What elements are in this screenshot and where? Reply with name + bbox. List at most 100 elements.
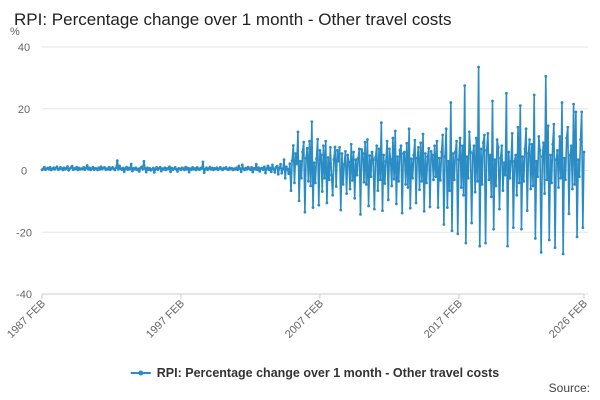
data-point <box>362 180 366 184</box>
data-point <box>555 149 559 152</box>
data-point <box>531 184 535 188</box>
data-point <box>479 147 483 151</box>
data-point <box>245 167 249 171</box>
data-point <box>400 211 404 215</box>
data-point <box>333 145 337 149</box>
data-point <box>301 150 304 154</box>
data-point <box>284 165 288 169</box>
data-point <box>357 147 361 151</box>
data-point <box>208 165 212 169</box>
data-point <box>152 170 156 174</box>
data-point <box>502 161 506 165</box>
data-point <box>352 150 355 154</box>
data-point <box>55 165 59 169</box>
data-point <box>272 167 276 171</box>
data-point <box>488 153 492 157</box>
data-point <box>360 148 364 151</box>
data-point <box>239 170 243 174</box>
data-point <box>121 166 125 170</box>
data-point <box>300 176 303 180</box>
data-point <box>388 147 391 151</box>
data-point <box>289 189 293 192</box>
data-point <box>308 139 311 143</box>
data-point <box>561 252 565 256</box>
x-tick-label: 1997 FEB <box>144 298 187 341</box>
data-point <box>240 163 244 167</box>
data-point <box>392 177 396 181</box>
data-point <box>355 173 359 177</box>
data-point <box>405 141 409 145</box>
data-point <box>513 159 516 163</box>
data-point <box>567 212 571 216</box>
data-point <box>118 164 121 168</box>
data-point <box>136 167 140 171</box>
y-tick-label: 40 <box>18 42 30 54</box>
data-point <box>318 149 322 152</box>
data-point <box>476 179 479 183</box>
data-point <box>516 125 520 129</box>
data-point <box>99 165 103 169</box>
data-point <box>536 175 540 179</box>
data-point <box>276 172 280 176</box>
data-point <box>303 210 307 214</box>
data-point <box>412 153 416 157</box>
data-point <box>379 121 383 125</box>
data-point <box>529 187 533 191</box>
data-point <box>159 169 163 173</box>
data-point <box>422 209 426 213</box>
data-point <box>483 133 486 137</box>
data-point <box>129 162 133 166</box>
data-point <box>447 159 450 163</box>
data-point <box>532 93 536 97</box>
data-point <box>48 166 52 169</box>
legend-marker <box>138 370 144 376</box>
data-point <box>438 178 442 182</box>
data-point <box>194 168 198 172</box>
data-point <box>576 158 580 162</box>
data-point <box>297 199 301 203</box>
data-point <box>415 156 419 160</box>
data-point <box>486 132 490 135</box>
data-point <box>442 223 446 226</box>
data-point <box>465 155 469 159</box>
y-axis-unit: % <box>10 26 20 38</box>
x-tick-label: 2026 FEB <box>547 298 590 341</box>
series-points <box>40 65 586 256</box>
data-point <box>278 166 281 170</box>
data-point <box>283 176 287 180</box>
data-point <box>420 179 424 183</box>
data-point <box>496 145 500 149</box>
data-point <box>61 168 65 172</box>
data-point <box>485 149 489 152</box>
data-point <box>480 182 484 186</box>
data-point <box>98 167 102 171</box>
data-point <box>440 150 443 154</box>
data-point <box>250 166 254 169</box>
data-point <box>184 165 188 169</box>
data-point <box>313 181 317 185</box>
data-point <box>408 206 412 210</box>
data-point <box>134 166 138 170</box>
data-point <box>560 101 564 104</box>
data-point <box>499 156 503 160</box>
data-point <box>559 176 563 180</box>
data-point <box>399 144 403 148</box>
x-tick-label: 2017 FEB <box>422 298 465 341</box>
data-point <box>508 176 512 180</box>
data-point <box>309 184 313 188</box>
data-point <box>478 244 482 248</box>
data-point <box>266 164 270 168</box>
data-point <box>511 226 515 230</box>
data-point <box>481 141 485 145</box>
data-point <box>413 138 417 142</box>
data-point <box>455 139 459 143</box>
data-point <box>369 175 373 179</box>
data-point <box>337 159 340 163</box>
data-point <box>569 144 573 148</box>
data-point <box>305 146 309 150</box>
data-point <box>282 158 286 162</box>
data-point <box>459 186 463 189</box>
data-point <box>320 190 324 193</box>
source: Source: <box>549 381 590 395</box>
data-point <box>113 168 117 172</box>
